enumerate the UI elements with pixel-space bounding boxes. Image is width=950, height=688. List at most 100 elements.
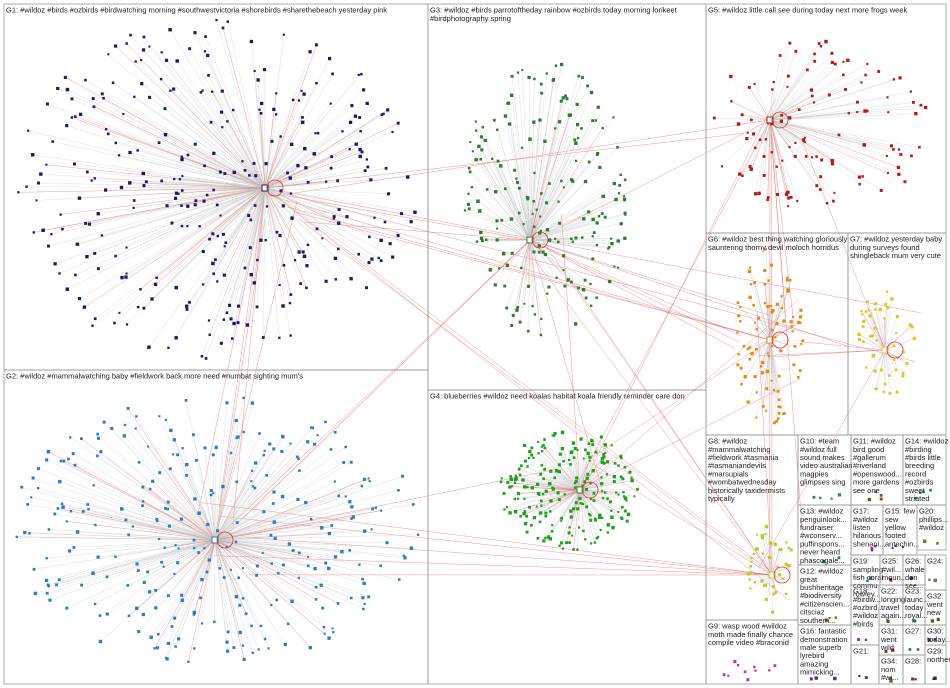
edge [769, 119, 792, 198]
node [621, 517, 624, 521]
edge [227, 21, 266, 189]
edge [260, 187, 266, 241]
edge [136, 539, 216, 565]
node [353, 114, 358, 118]
node [873, 369, 877, 373]
edge [884, 338, 915, 351]
node [756, 533, 759, 536]
edge [66, 539, 216, 609]
node [833, 191, 836, 194]
edge [214, 449, 332, 541]
node [84, 78, 87, 82]
edge [97, 433, 216, 541]
node [770, 151, 773, 154]
node [546, 292, 549, 295]
node [17, 191, 20, 194]
node [781, 577, 784, 580]
edge [79, 187, 266, 299]
node [167, 524, 171, 528]
edge [214, 447, 217, 541]
group-box [916, 504, 947, 551]
node [142, 35, 146, 39]
node [913, 337, 916, 341]
node [471, 150, 474, 153]
node [276, 571, 280, 575]
node [865, 109, 869, 113]
edge [80, 114, 266, 189]
node [623, 509, 627, 513]
node [225, 311, 229, 315]
node [332, 215, 336, 219]
edge [129, 182, 266, 189]
node [582, 217, 586, 221]
edge [749, 271, 771, 341]
node [483, 138, 487, 143]
node [560, 430, 565, 435]
edge [124, 424, 216, 541]
node [538, 520, 542, 524]
node [142, 184, 146, 188]
node [263, 449, 266, 452]
edge [264, 109, 275, 189]
node [192, 610, 197, 615]
group-label: bird good [853, 445, 884, 454]
node [255, 564, 259, 568]
edge [507, 239, 531, 266]
node [755, 347, 758, 351]
edge [765, 339, 771, 411]
node [879, 188, 883, 192]
node [162, 565, 165, 568]
node [762, 173, 766, 177]
edge [769, 119, 789, 207]
edge [207, 187, 266, 196]
edge [264, 187, 296, 261]
edge [579, 489, 627, 501]
node [370, 528, 373, 531]
node [824, 39, 828, 44]
node [774, 336, 777, 339]
node [898, 76, 902, 80]
group-label: G22: [881, 587, 897, 596]
node [589, 282, 592, 286]
node [576, 449, 579, 452]
node [201, 250, 205, 254]
edge [579, 489, 638, 491]
edge [863, 321, 886, 351]
node [759, 365, 763, 368]
node [930, 619, 934, 623]
node [117, 154, 121, 157]
group-label: fundraiser [800, 523, 834, 532]
group-label: #wildoz [919, 523, 944, 532]
edge [541, 446, 581, 491]
edge [738, 315, 771, 341]
node [226, 120, 229, 123]
node [870, 334, 874, 338]
node [110, 426, 114, 430]
node [595, 243, 599, 247]
node [861, 325, 865, 329]
node [123, 423, 127, 427]
node [232, 170, 236, 175]
edge [214, 539, 244, 599]
edge [579, 458, 584, 491]
node [209, 489, 213, 493]
node [268, 442, 272, 446]
edge [764, 119, 771, 176]
node [30, 496, 33, 499]
edge [764, 303, 771, 341]
node [827, 93, 831, 97]
edge [214, 448, 274, 541]
node [812, 101, 816, 104]
edge [214, 539, 360, 565]
node [330, 155, 334, 159]
node [176, 561, 180, 565]
edge [174, 539, 216, 619]
node [256, 258, 259, 262]
node [211, 261, 215, 266]
edge [884, 349, 891, 394]
node [614, 197, 618, 202]
node [379, 509, 383, 512]
node [56, 507, 60, 510]
node [251, 651, 254, 655]
node [582, 529, 585, 533]
